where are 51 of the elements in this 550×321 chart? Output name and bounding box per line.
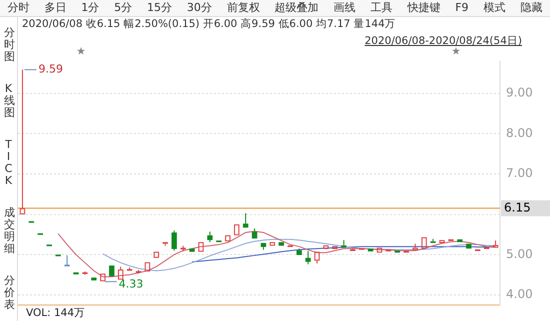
candlestick [154,252,160,258]
annotation: 9.59 [38,62,63,76]
candlestick [100,274,106,282]
candlestick [260,242,266,250]
candlestick [492,240,498,248]
candlestick [296,248,302,256]
candlestick [109,266,114,276]
candlestick [421,237,427,249]
candlestick [144,262,150,272]
candlestick [207,231,213,243]
candlestick [225,235,230,242]
candlestick [412,243,418,250]
candlestick [278,242,284,246]
candlestick [332,246,338,249]
ref-line-label: 6.15 [504,200,531,214]
y-tick-label: 7.00 [506,166,533,180]
text: 成交明细 [4,206,15,255]
annotation: 4.33 [118,277,144,290]
candlestick [20,69,26,214]
y-tick-label: 5.00 [506,246,533,261]
y-tick-label: 8.00 [506,126,533,140]
candlestick [368,248,374,252]
candlestick [270,242,276,246]
candlestick [172,230,177,252]
y-tick-label: 4.00 [506,287,533,302]
candlestick [323,245,329,249]
candlestick [91,278,97,280]
candlestick [466,244,472,249]
text: 分价表 [4,274,15,311]
candlestick [189,248,195,252]
text: VOL: 144万 [26,306,86,320]
candlestick [252,228,258,239]
text: TICK [4,138,13,187]
chart-title: 2020/06/08 收6.15 幅2.50%(0.15) 开6.00 高9.59 低6.00 均7.17 量144万 [22,17,396,31]
candlestick [64,254,71,266]
text: 分时图 [4,26,15,63]
candlestick [376,248,382,253]
candlestick [341,240,346,248]
candlestick [242,212,248,228]
candlestick [457,239,463,242]
text: K线图 [4,82,15,119]
candlestick [162,242,168,246]
candlestick [198,242,204,252]
chart-subtitle: 2020/06/08-2020/08/24(54日) [364,34,522,48]
candlestick [305,250,311,265]
candlestick [439,240,445,243]
y-tick-label: 9.00 [506,86,533,100]
candlestick [234,224,240,236]
text: 分时 多日 1分 5分 15分 30分 前复权 超级叠加 画线 工具 快捷键 F9 模式 隐藏 [7,1,542,14]
candlestick [314,252,320,264]
candlestick [118,266,124,280]
